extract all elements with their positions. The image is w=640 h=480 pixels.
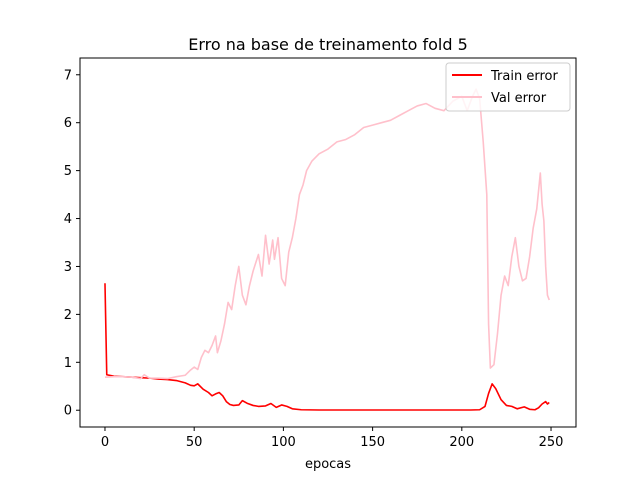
- chart-title: Erro na base de treinamento fold 5: [188, 35, 468, 54]
- x-tick-label: 0: [101, 435, 109, 450]
- y-tick-label: 5: [64, 164, 72, 179]
- y-tick-label: 1: [64, 356, 72, 371]
- x-tick-label: 150: [360, 435, 385, 450]
- plot-lines: [104, 88, 550, 411]
- series-line-val-error: [104, 88, 550, 380]
- y-tick-label: 2: [64, 308, 72, 323]
- y-tick-label: 7: [64, 68, 72, 83]
- y-tick-label: 6: [64, 116, 72, 131]
- y-axis-ticks: 0 1 2 3 4 5 6 7: [64, 68, 80, 419]
- x-axis-label: epocas: [305, 457, 351, 472]
- x-axis-ticks: 0 50 100 150 200 250: [101, 427, 564, 450]
- legend: Train error Val error: [445, 62, 571, 112]
- y-tick-label: 4: [64, 212, 72, 227]
- x-tick-label: 250: [539, 435, 564, 450]
- x-tick-label: 200: [449, 435, 474, 450]
- plot-area-frame: [79, 57, 577, 428]
- x-tick-label: 50: [186, 435, 203, 450]
- x-tick-label: 100: [271, 435, 296, 450]
- y-tick-label: 0: [64, 404, 72, 419]
- legend-label-train-error: Train error: [490, 69, 558, 84]
- y-tick-label: 3: [64, 260, 72, 275]
- legend-label-val-error: Val error: [491, 91, 547, 106]
- series-line-train-error: [104, 283, 550, 411]
